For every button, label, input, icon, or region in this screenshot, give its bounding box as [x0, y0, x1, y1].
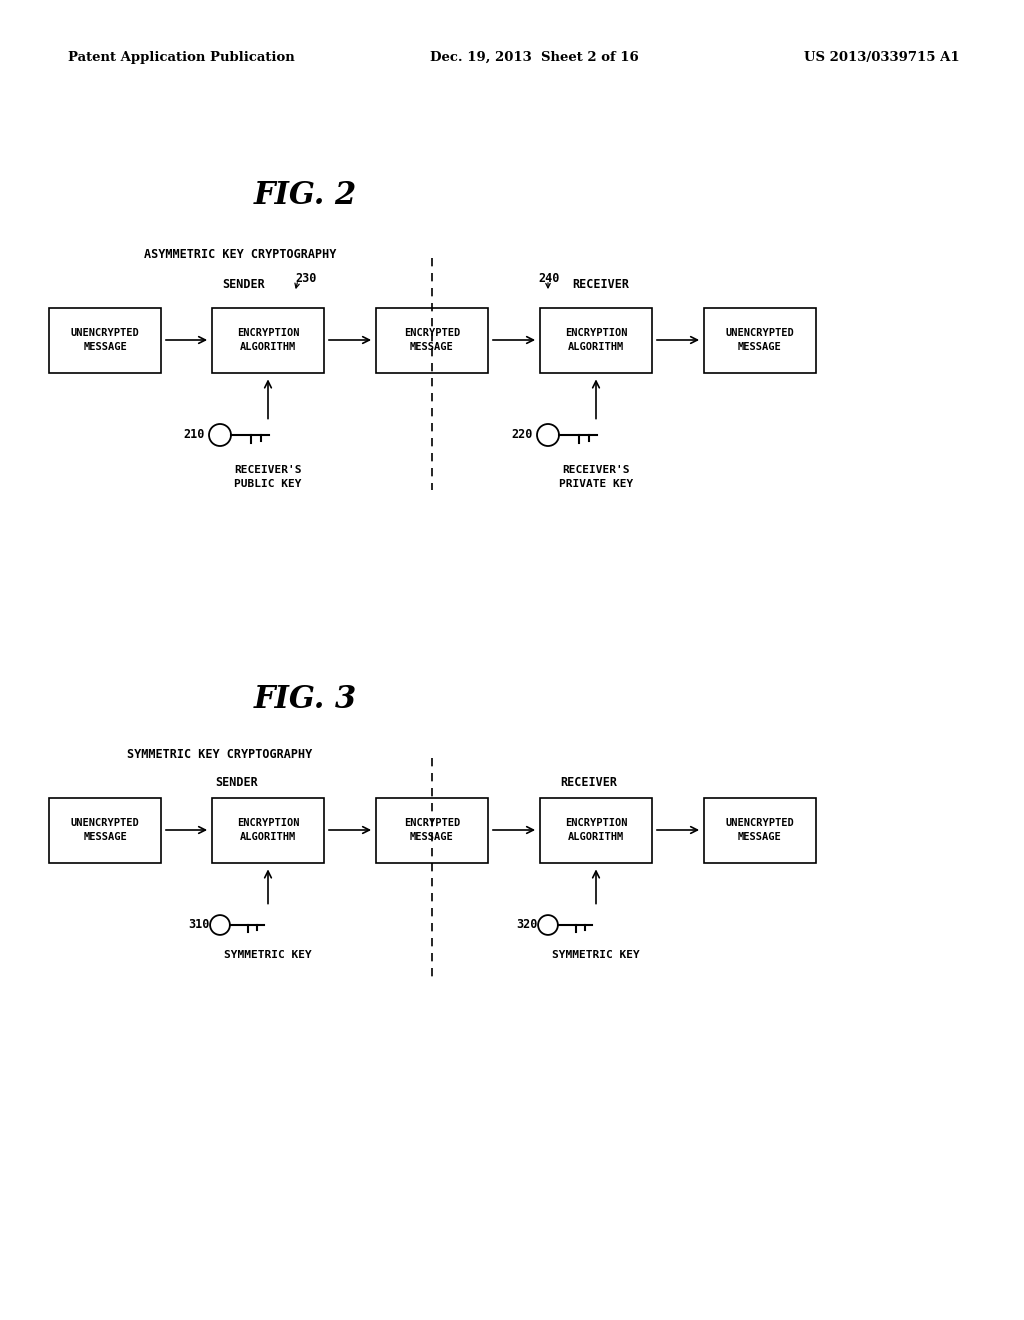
Text: 210: 210 [183, 429, 205, 441]
Bar [705, 308, 816, 372]
Bar [705, 797, 816, 862]
Text: UNENCRYPTED
MESSAGE: UNENCRYPTED MESSAGE [726, 327, 795, 352]
Text: ENCRYPTION
ALGORITHM: ENCRYPTION ALGORITHM [237, 327, 299, 352]
Text: Patent Application Publication: Patent Application Publication [68, 50, 295, 63]
Text: FIG. 2: FIG. 2 [253, 180, 356, 210]
Text: ENCRYPTED
MESSAGE: ENCRYPTED MESSAGE [403, 818, 460, 842]
Text: UNENCRYPTED
MESSAGE: UNENCRYPTED MESSAGE [726, 818, 795, 842]
Text: ENCRYPTION
ALGORITHM: ENCRYPTION ALGORITHM [237, 818, 299, 842]
Text: 230: 230 [295, 272, 316, 285]
Text: RECEIVER'S
PUBLIC KEY: RECEIVER'S PUBLIC KEY [234, 465, 302, 488]
Text: ENCRYPTION
ALGORITHM: ENCRYPTION ALGORITHM [565, 818, 628, 842]
Text: ASYMMETRIC KEY CRYPTOGRAPHY: ASYMMETRIC KEY CRYPTOGRAPHY [143, 248, 336, 261]
Text: ENCRYPTION
ALGORITHM: ENCRYPTION ALGORITHM [565, 327, 628, 352]
Text: SYMMETRIC KEY: SYMMETRIC KEY [224, 950, 312, 960]
Text: FIG. 3: FIG. 3 [253, 685, 356, 715]
Bar [540, 308, 652, 372]
Text: RECEIVER'S
PRIVATE KEY: RECEIVER'S PRIVATE KEY [559, 465, 633, 488]
Text: RECEIVER: RECEIVER [560, 776, 617, 788]
Text: ENCRYPTED
MESSAGE: ENCRYPTED MESSAGE [403, 327, 460, 352]
Bar [376, 308, 488, 372]
Text: UNENCRYPTED
MESSAGE: UNENCRYPTED MESSAGE [71, 818, 139, 842]
Text: 320: 320 [517, 919, 538, 932]
Bar [212, 797, 324, 862]
Text: 310: 310 [188, 919, 210, 932]
Bar [49, 797, 161, 862]
Text: UNENCRYPTED
MESSAGE: UNENCRYPTED MESSAGE [71, 327, 139, 352]
Text: US 2013/0339715 A1: US 2013/0339715 A1 [805, 50, 961, 63]
Text: 220: 220 [512, 429, 534, 441]
Text: RECEIVER: RECEIVER [572, 279, 629, 292]
Bar [540, 797, 652, 862]
Bar [49, 308, 161, 372]
Bar [376, 797, 488, 862]
Text: SYMMETRIC KEY CRYPTOGRAPHY: SYMMETRIC KEY CRYPTOGRAPHY [127, 748, 312, 762]
Text: SENDER: SENDER [222, 279, 265, 292]
Text: Dec. 19, 2013  Sheet 2 of 16: Dec. 19, 2013 Sheet 2 of 16 [430, 50, 639, 63]
Text: SYMMETRIC KEY: SYMMETRIC KEY [552, 950, 640, 960]
Bar [212, 308, 324, 372]
Text: SENDER: SENDER [215, 776, 258, 788]
Text: 240: 240 [538, 272, 559, 285]
